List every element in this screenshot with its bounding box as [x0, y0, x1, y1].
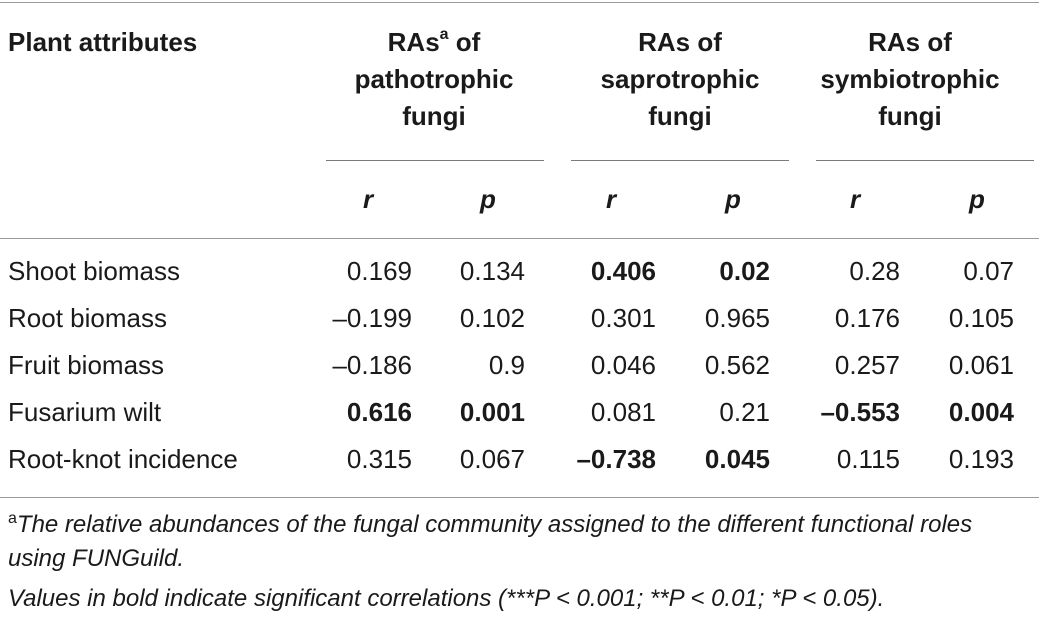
table-cell-value: 0.28 [849, 256, 900, 286]
table-cell-value: 0.616 [346, 397, 412, 427]
table-cell-value: 0.406 [590, 256, 656, 286]
table-row: Fruit biomass –0.186 0.9 0.046 0.562 0.257 0.0… [0, 350, 1039, 397]
plant-attributes-header: Plant attributes [8, 27, 198, 57]
footnote-bold-note: Values in bold indicate significant corr… [8, 585, 885, 612]
table-cell-value: 0.176 [834, 303, 900, 333]
symbiotrophic-group-header: RAs of symbiotrophic fungi [790, 24, 1030, 135]
table-row: Shoot biomass 0.169 0.134 0.406 0.02 0.28 0.07 [0, 256, 1039, 303]
group-header-line1: RAs of [638, 27, 722, 57]
group-header-line2: pathotrophic [354, 64, 514, 94]
table-cell-value: 0.193 [948, 444, 1014, 474]
group-header-line1: RAs [387, 27, 440, 57]
table-cell-value: 0.004 [948, 397, 1014, 427]
saprotrophic-group-header: RAs of saprotrophic fungi [560, 24, 800, 135]
group-header-line3: fungi [648, 101, 712, 131]
row-attribute-label: Fusarium wilt [8, 397, 162, 427]
subheader-r-symbiotrophic: r [849, 184, 861, 214]
table-cell-value: 0.301 [590, 303, 656, 333]
table-cell-value: 0.02 [719, 256, 770, 286]
row-attribute-label: Root-knot incidence [8, 444, 238, 474]
table-cell-value: 0.315 [346, 444, 412, 474]
table-cell-value: 0.965 [704, 303, 770, 333]
saprotrophic-group-rule [571, 160, 789, 161]
table-header-rule [0, 238, 1039, 239]
table-top-rule [0, 2, 1039, 3]
table-cell-value: 0.169 [346, 256, 412, 286]
table-cell-value: 0.9 [488, 350, 525, 380]
symbiotrophic-group-rule [816, 160, 1034, 161]
row-attribute-label: Shoot biomass [8, 256, 180, 286]
footnote-a-text: The relative abundances of the fungal co… [8, 511, 973, 572]
table-cell-value: 0.001 [459, 397, 525, 427]
table-cell-value: 0.562 [704, 350, 770, 380]
subheader-p-symbiotrophic: p [969, 184, 985, 214]
row-attribute-label: Root biomass [8, 303, 167, 333]
group-header-line3: fungi [878, 101, 942, 131]
subheader-p-saprotrophic: p [725, 184, 741, 214]
pathotrophic-group-header: RAsa of pathotrophic fungi [314, 24, 554, 135]
table-cell-value: 0.134 [459, 256, 525, 286]
table-cell-value: –0.199 [332, 303, 412, 333]
group-header-line1-rest: of [448, 27, 481, 57]
table-row: Root biomass –0.199 0.102 0.301 0.965 0.176 0.… [0, 303, 1039, 350]
table-cell-value: 0.045 [704, 444, 770, 474]
subheader-r-pathotrophic: r [362, 184, 374, 214]
table-bottom-rule [0, 497, 1039, 498]
table-cell-value: 0.102 [459, 303, 525, 333]
group-header-line1: RAs of [868, 27, 952, 57]
table-cell-value: 0.257 [834, 350, 900, 380]
table-cell-value: 0.081 [590, 397, 656, 427]
table-cell-value: 0.067 [459, 444, 525, 474]
table-cell-value: –0.553 [820, 397, 900, 427]
subheader-r-saprotrophic: r [605, 184, 617, 214]
table-cell-value: 0.105 [948, 303, 1014, 333]
table-cell-value: –0.738 [576, 444, 656, 474]
table-cell-value: –0.186 [332, 350, 412, 380]
subheader-p-pathotrophic: p [480, 184, 496, 214]
table-cell-value: 0.115 [836, 444, 900, 474]
footnote-a: aThe relative abundances of the fungal c… [8, 508, 1032, 576]
table-row: Fusarium wilt 0.616 0.001 0.081 0.21 –0.553 0.… [0, 397, 1039, 444]
pathotrophic-group-rule [326, 160, 544, 161]
group-header-line2: saprotrophic [600, 64, 760, 94]
group-header-line2: symbiotrophic [820, 64, 1000, 94]
table-cell-value: 0.046 [590, 350, 656, 380]
table-cell-value: 0.21 [719, 397, 770, 427]
footnote-a-marker: a [8, 510, 17, 527]
table-cell-value: 0.07 [963, 256, 1014, 286]
group-header-line3: fungi [402, 101, 466, 131]
footnote-marker-a: a [439, 26, 449, 44]
row-attribute-label: Fruit biomass [8, 350, 165, 380]
table-row: Root-knot incidence 0.315 0.067 –0.738 0.045… [0, 444, 1039, 491]
table-cell-value: 0.061 [948, 350, 1014, 380]
